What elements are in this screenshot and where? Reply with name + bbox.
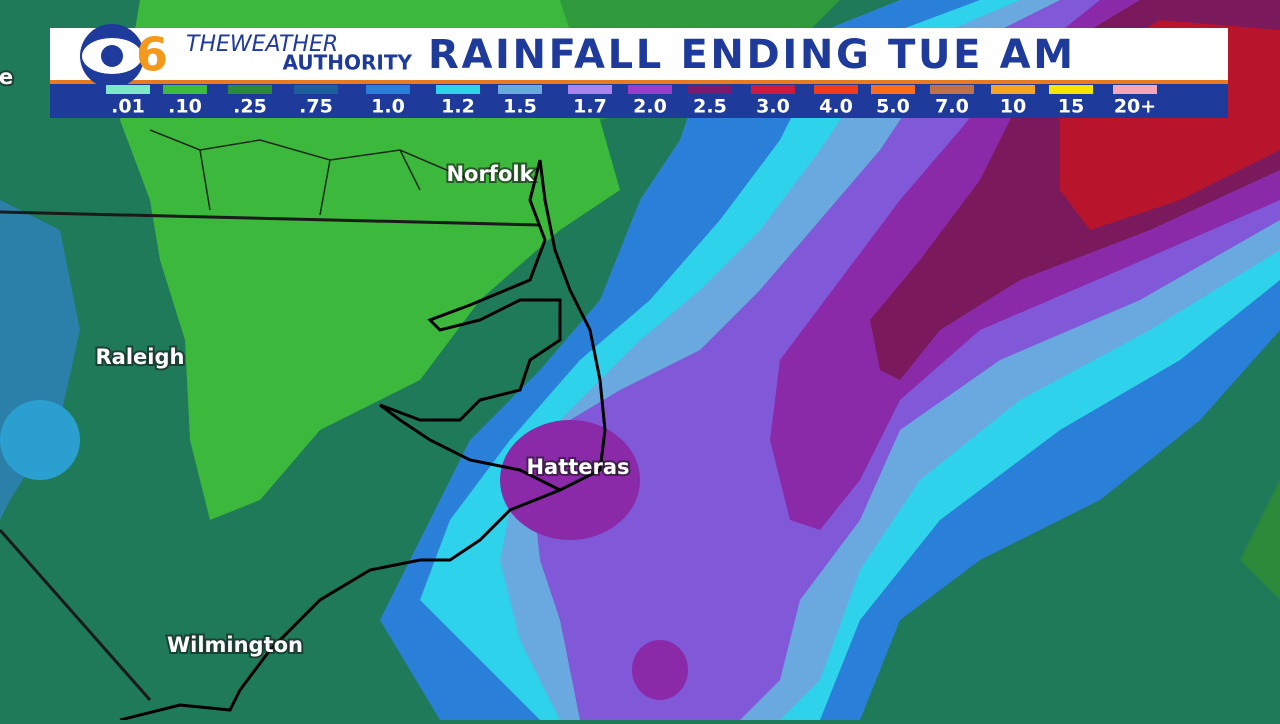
legend-swatch	[294, 85, 338, 94]
legend-swatch	[751, 85, 795, 94]
legend-label: 1.7	[573, 96, 607, 118]
legend-swatch	[628, 85, 672, 94]
legend-label: .10	[168, 96, 202, 118]
legend-label: 7.0	[935, 96, 969, 118]
legend-swatch	[871, 85, 915, 94]
legend-swatch	[366, 85, 410, 94]
city-label: Wilmington	[167, 633, 303, 657]
legend-label: 5.0	[876, 96, 910, 118]
logo-pupil	[101, 45, 123, 67]
legend-label: 1.5	[503, 96, 537, 118]
legend-swatch	[228, 85, 272, 94]
legend-swatch	[568, 85, 612, 94]
legend-label: 1.2	[441, 96, 475, 118]
legend-swatch	[498, 85, 542, 94]
legend-swatch	[930, 85, 974, 94]
legend-swatch	[1049, 85, 1093, 94]
channel-number: 6	[136, 28, 168, 82]
legend: .01 .10 .25 .75 1.0 1.2 1.5 1.7 2.0 2.5 3.0 4.0 5.0 7…	[106, 85, 1157, 118]
legend-label: 15	[1058, 96, 1084, 118]
legend-swatch	[1113, 85, 1157, 94]
legend-swatch	[688, 85, 732, 94]
legend-label: 4.0	[819, 96, 853, 118]
title: RAINFALL ENDING TUE AM	[428, 32, 1073, 78]
legend-label: 2.0	[633, 96, 667, 118]
legend-swatch	[163, 85, 207, 94]
city-label: Hatteras	[526, 455, 629, 479]
legend-swatch	[436, 85, 480, 94]
legend-label: 20+	[1114, 96, 1156, 118]
legend-label: .25	[233, 96, 267, 118]
brand-top: THEWEATHER	[186, 32, 338, 57]
legend-label: 2.5	[693, 96, 727, 118]
city-labels: e Norfolk Raleigh Hatteras Wilmington	[0, 63, 632, 659]
legend-label: 1.0	[371, 96, 405, 118]
legend-label: 3.0	[756, 96, 790, 118]
accent-strip	[50, 80, 1228, 84]
legend-label: .01	[111, 96, 145, 118]
legend-label: .75	[299, 96, 333, 118]
title-bar	[50, 28, 1228, 82]
city-label: e	[0, 65, 13, 89]
legend-label: 10	[1000, 96, 1026, 118]
legend-swatch	[991, 85, 1035, 94]
city-label: Raleigh	[96, 345, 185, 369]
legend-swatch	[106, 85, 150, 94]
brand-bottom: AUTHORITY	[283, 51, 413, 75]
city-label: Norfolk	[446, 162, 534, 186]
legend-swatch	[814, 85, 858, 94]
